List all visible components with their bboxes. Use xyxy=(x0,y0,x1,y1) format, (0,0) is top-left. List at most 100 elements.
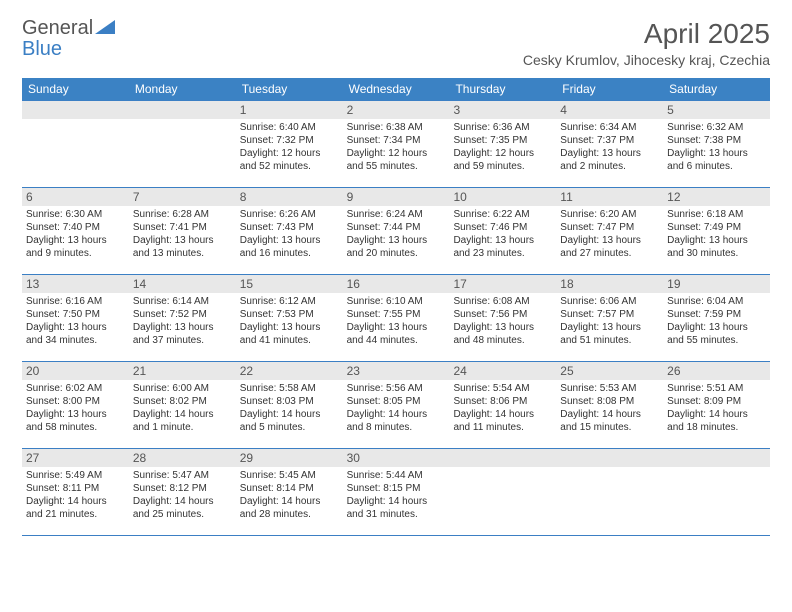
sunset-text: Sunset: 8:11 PM xyxy=(26,482,125,495)
month-title: April 2025 xyxy=(523,18,770,50)
sunset-text: Sunset: 8:14 PM xyxy=(240,482,339,495)
week-row: 20Sunrise: 6:02 AMSunset: 8:00 PMDayligh… xyxy=(22,362,770,449)
sunrise-text: Sunrise: 5:47 AM xyxy=(133,469,232,482)
day-number: 13 xyxy=(22,275,129,293)
day-number xyxy=(556,449,663,467)
day-body: Sunrise: 6:30 AMSunset: 7:40 PMDaylight:… xyxy=(22,206,129,264)
weekday-header: Tuesday xyxy=(236,78,343,100)
daylight-text: Daylight: 13 hours and 6 minutes. xyxy=(667,147,766,173)
day-cell: 16Sunrise: 6:10 AMSunset: 7:55 PMDayligh… xyxy=(343,275,450,361)
sunrise-text: Sunrise: 6:10 AM xyxy=(347,295,446,308)
sunrise-text: Sunrise: 6:30 AM xyxy=(26,208,125,221)
day-cell: 2Sunrise: 6:38 AMSunset: 7:34 PMDaylight… xyxy=(343,101,450,187)
logo-arrow-icon xyxy=(95,20,115,39)
day-body: Sunrise: 5:54 AMSunset: 8:06 PMDaylight:… xyxy=(449,380,556,438)
sunrise-text: Sunrise: 5:51 AM xyxy=(667,382,766,395)
weekday-header: Wednesday xyxy=(343,78,450,100)
day-number: 24 xyxy=(449,362,556,380)
sunrise-text: Sunrise: 6:02 AM xyxy=(26,382,125,395)
day-number: 22 xyxy=(236,362,343,380)
daylight-text: Daylight: 13 hours and 23 minutes. xyxy=(453,234,552,260)
title-area: April 2025 Cesky Krumlov, Jihocesky kraj… xyxy=(523,18,770,68)
day-cell: 11Sunrise: 6:20 AMSunset: 7:47 PMDayligh… xyxy=(556,188,663,274)
day-cell: 6Sunrise: 6:30 AMSunset: 7:40 PMDaylight… xyxy=(22,188,129,274)
sunset-text: Sunset: 7:46 PM xyxy=(453,221,552,234)
sunrise-text: Sunrise: 6:22 AM xyxy=(453,208,552,221)
daylight-text: Daylight: 13 hours and 30 minutes. xyxy=(667,234,766,260)
logo-text-general: General xyxy=(22,17,93,39)
sunset-text: Sunset: 7:47 PM xyxy=(560,221,659,234)
day-body: Sunrise: 5:47 AMSunset: 8:12 PMDaylight:… xyxy=(129,467,236,525)
day-number: 4 xyxy=(556,101,663,119)
day-cell: 8Sunrise: 6:26 AMSunset: 7:43 PMDaylight… xyxy=(236,188,343,274)
sunset-text: Sunset: 7:57 PM xyxy=(560,308,659,321)
sunrise-text: Sunrise: 5:44 AM xyxy=(347,469,446,482)
sunset-text: Sunset: 7:50 PM xyxy=(26,308,125,321)
sunset-text: Sunset: 7:49 PM xyxy=(667,221,766,234)
day-cell xyxy=(663,449,770,535)
day-cell: 29Sunrise: 5:45 AMSunset: 8:14 PMDayligh… xyxy=(236,449,343,535)
day-cell xyxy=(449,449,556,535)
sunset-text: Sunset: 7:52 PM xyxy=(133,308,232,321)
day-body: Sunrise: 6:12 AMSunset: 7:53 PMDaylight:… xyxy=(236,293,343,351)
sunset-text: Sunset: 7:32 PM xyxy=(240,134,339,147)
day-number: 25 xyxy=(556,362,663,380)
day-number: 20 xyxy=(22,362,129,380)
day-number: 2 xyxy=(343,101,450,119)
sunrise-text: Sunrise: 6:12 AM xyxy=(240,295,339,308)
day-cell: 7Sunrise: 6:28 AMSunset: 7:41 PMDaylight… xyxy=(129,188,236,274)
sunset-text: Sunset: 7:34 PM xyxy=(347,134,446,147)
day-body: Sunrise: 6:10 AMSunset: 7:55 PMDaylight:… xyxy=(343,293,450,351)
day-number xyxy=(449,449,556,467)
day-body: Sunrise: 6:34 AMSunset: 7:37 PMDaylight:… xyxy=(556,119,663,177)
sunset-text: Sunset: 8:02 PM xyxy=(133,395,232,408)
day-body: Sunrise: 6:06 AMSunset: 7:57 PMDaylight:… xyxy=(556,293,663,351)
day-cell: 21 Sunrise: 6:00 AMSunset: 8:02 PMDayligh… xyxy=(129,362,236,448)
day-body: Sunrise: 6:08 AMSunset: 7:56 PMDaylight:… xyxy=(449,293,556,351)
daylight-text: Daylight: 14 hours and 28 minutes. xyxy=(240,495,339,521)
daylight-text: Daylight: 13 hours and 20 minutes. xyxy=(347,234,446,260)
day-number: 8 xyxy=(236,188,343,206)
day-number: 3 xyxy=(449,101,556,119)
day-cell: 13Sunrise: 6:16 AMSunset: 7:50 PMDayligh… xyxy=(22,275,129,361)
sunrise-text: Sunrise: 5:49 AM xyxy=(26,469,125,482)
week-row: 6Sunrise: 6:30 AMSunset: 7:40 PMDaylight… xyxy=(22,188,770,275)
sunset-text: Sunset: 8:06 PM xyxy=(453,395,552,408)
sunset-text: Sunset: 8:03 PM xyxy=(240,395,339,408)
day-body: Sunrise: 5:56 AMSunset: 8:05 PMDaylight:… xyxy=(343,380,450,438)
day-cell: 3Sunrise: 6:36 AMSunset: 7:35 PMDaylight… xyxy=(449,101,556,187)
sunrise-text: Sunrise: 6:38 AM xyxy=(347,121,446,134)
sunset-text: Sunset: 7:41 PM xyxy=(133,221,232,234)
day-number: 12 xyxy=(663,188,770,206)
sunrise-text: Sunrise: 6:32 AM xyxy=(667,121,766,134)
daylight-text: Daylight: 13 hours and 51 minutes. xyxy=(560,321,659,347)
sunrise-text: Sunrise: 6:34 AM xyxy=(560,121,659,134)
sunrise-text: Sunrise: 6:06 AM xyxy=(560,295,659,308)
daylight-text: Daylight: 13 hours and 37 minutes. xyxy=(133,321,232,347)
daylight-text: Daylight: 13 hours and 34 minutes. xyxy=(26,321,125,347)
day-body: Sunrise: 5:58 AMSunset: 8:03 PMDaylight:… xyxy=(236,380,343,438)
sunrise-text: Sunrise: 6:00 AM xyxy=(133,382,232,395)
day-body: Sunrise: 6:26 AMSunset: 7:43 PMDaylight:… xyxy=(236,206,343,264)
day-number: 17 xyxy=(449,275,556,293)
daylight-text: Daylight: 14 hours and 31 minutes. xyxy=(347,495,446,521)
daylight-text: Daylight: 13 hours and 44 minutes. xyxy=(347,321,446,347)
day-cell xyxy=(129,101,236,187)
day-body: Sunrise: 5:49 AMSunset: 8:11 PMDaylight:… xyxy=(22,467,129,525)
day-number: 21 xyxy=(129,362,236,380)
day-number: 6 xyxy=(22,188,129,206)
day-cell: 12Sunrise: 6:18 AMSunset: 7:49 PMDayligh… xyxy=(663,188,770,274)
weeks-container: 1Sunrise: 6:40 AMSunset: 7:32 PMDaylight… xyxy=(22,100,770,536)
daylight-text: Daylight: 14 hours and 1 minute. xyxy=(133,408,232,434)
day-number: 1 xyxy=(236,101,343,119)
day-cell: 14Sunrise: 6:14 AMSunset: 7:52 PMDayligh… xyxy=(129,275,236,361)
day-cell: 4Sunrise: 6:34 AMSunset: 7:37 PMDaylight… xyxy=(556,101,663,187)
sunrise-text: Sunrise: 6:04 AM xyxy=(667,295,766,308)
sunrise-text: Sunrise: 5:45 AM xyxy=(240,469,339,482)
location-text: Cesky Krumlov, Jihocesky kraj, Czechia xyxy=(523,52,770,68)
day-body: Sunrise: 6:14 AMSunset: 7:52 PMDaylight:… xyxy=(129,293,236,351)
daylight-text: Daylight: 14 hours and 5 minutes. xyxy=(240,408,339,434)
day-cell: 1Sunrise: 6:40 AMSunset: 7:32 PMDaylight… xyxy=(236,101,343,187)
sunset-text: Sunset: 8:09 PM xyxy=(667,395,766,408)
day-body: Sunrise: 6:22 AMSunset: 7:46 PMDaylight:… xyxy=(449,206,556,264)
